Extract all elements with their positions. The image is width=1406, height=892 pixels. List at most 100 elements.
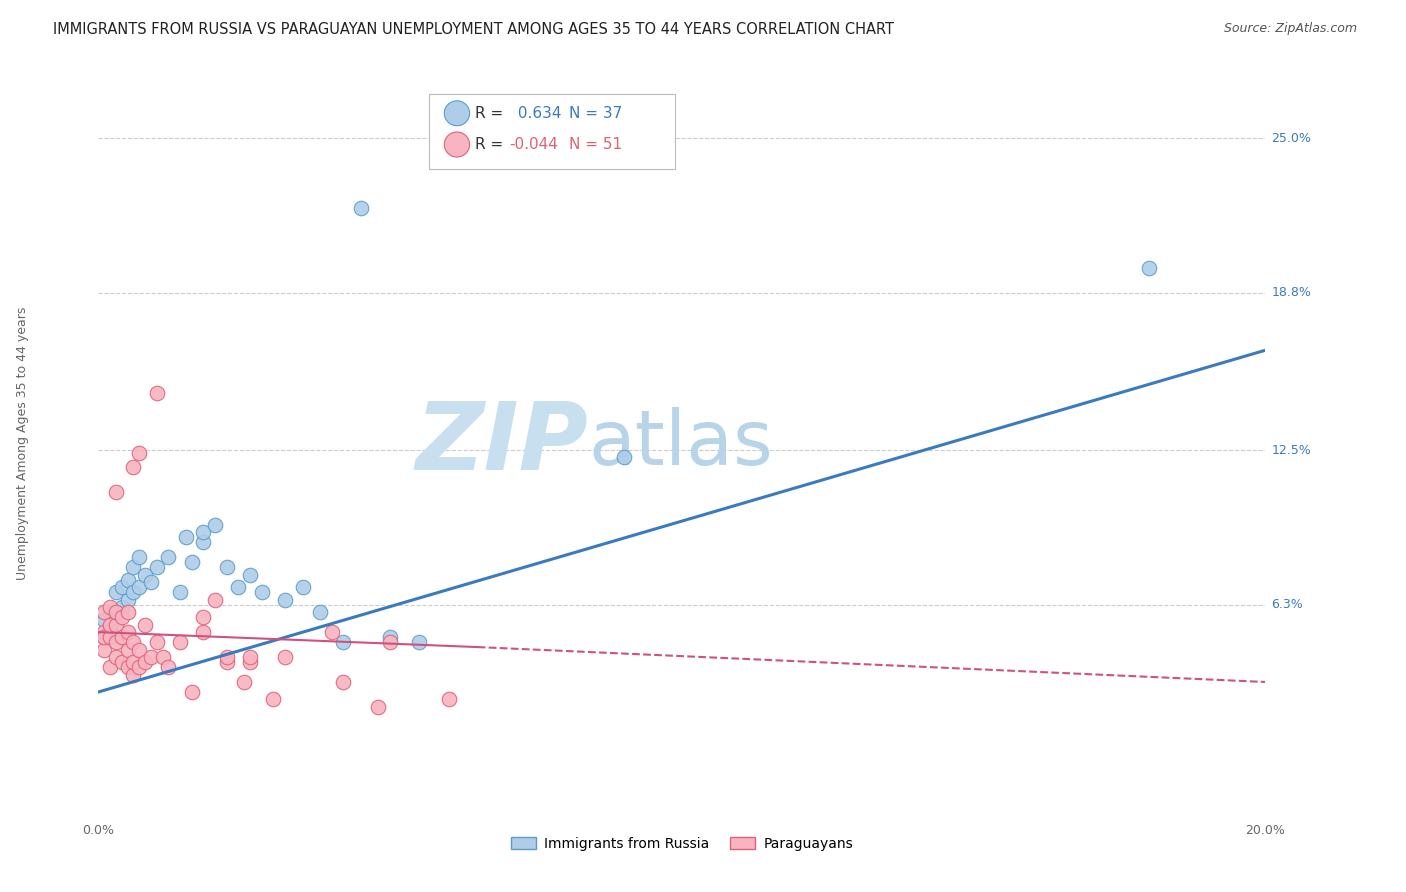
Point (193, 535, 215, 549)
Point (250, 585, 273, 599)
Point (193, 625, 215, 640)
Point (180, 685, 202, 699)
Text: 20.0%: 20.0% (1246, 824, 1285, 838)
Text: Source: ZipAtlas.com: Source: ZipAtlas.com (1223, 22, 1357, 36)
Point (111, 600, 134, 615)
Point (98, 605, 121, 619)
Text: -0.044: -0.044 (509, 137, 558, 152)
Point (98, 617, 121, 632)
Point (157, 550, 180, 565)
Point (274, 592, 297, 607)
Point (93, 613, 115, 627)
Point (134, 617, 156, 632)
Point (612, 450, 634, 465)
Point (169, 585, 191, 599)
Point (193, 525, 215, 540)
Text: N = 51: N = 51 (569, 137, 623, 152)
Point (233, 675, 256, 690)
Point (309, 605, 332, 619)
Text: R =: R = (475, 137, 503, 152)
Point (321, 625, 343, 640)
Text: atlas: atlas (589, 407, 773, 481)
Point (332, 675, 354, 690)
Text: ZIP: ZIP (416, 398, 589, 490)
Point (152, 650, 174, 665)
Point (408, 635, 430, 649)
Point (1137, 260, 1160, 275)
Point (291, 580, 314, 594)
Point (239, 650, 262, 665)
Text: IMMIGRANTS FROM RUSSIA VS PARAGUAYAN UNEMPLOYMENT AMONG AGES 35 TO 44 YEARS CORR: IMMIGRANTS FROM RUSSIA VS PARAGUAYAN UNE… (53, 22, 894, 37)
Point (117, 642, 139, 657)
Point (204, 517, 226, 532)
Point (174, 530, 197, 544)
Point (215, 655, 238, 669)
Text: N = 37: N = 37 (569, 106, 623, 120)
Point (128, 445, 150, 459)
Point (380, 635, 402, 649)
Point (93, 642, 115, 657)
Text: 18.8%: 18.8% (1271, 286, 1312, 300)
Point (134, 655, 156, 669)
Point (350, 201, 373, 215)
Point (98, 630, 121, 644)
Point (98, 623, 121, 637)
Point (380, 630, 402, 644)
Point (146, 385, 169, 400)
Point (117, 605, 139, 619)
Point (332, 635, 354, 649)
Point (215, 650, 238, 665)
Point (228, 580, 250, 594)
Point (104, 605, 127, 619)
Point (215, 560, 238, 574)
Point (239, 655, 262, 669)
Point (111, 655, 134, 669)
Point (93, 605, 115, 619)
Text: 0.634: 0.634 (513, 106, 561, 120)
Point (93, 625, 115, 640)
Point (146, 635, 169, 649)
Point (128, 642, 150, 657)
Point (122, 635, 145, 649)
Point (128, 580, 150, 594)
Point (117, 573, 139, 587)
Text: 25.0%: 25.0% (1271, 132, 1312, 145)
Point (93, 630, 115, 644)
Point (128, 550, 150, 565)
Text: Unemployment Among Ages 35 to 44 years: Unemployment Among Ages 35 to 44 years (15, 307, 30, 581)
Point (239, 567, 262, 582)
Point (204, 592, 226, 607)
Point (104, 650, 127, 665)
Point (274, 650, 297, 665)
Point (262, 692, 284, 706)
Point (367, 700, 389, 714)
Point (104, 605, 127, 619)
Point (122, 560, 145, 574)
Point (104, 635, 127, 649)
Point (146, 560, 169, 574)
Point (111, 630, 134, 644)
Point (139, 575, 162, 590)
Point (193, 610, 215, 624)
Legend: Immigrants from Russia, Paraguayans: Immigrants from Russia, Paraguayans (505, 831, 859, 856)
Text: 12.5%: 12.5% (1271, 443, 1310, 457)
Point (122, 460, 145, 475)
Point (169, 635, 191, 649)
Point (111, 580, 134, 594)
Point (122, 655, 145, 669)
Point (134, 567, 156, 582)
Text: 6.3%: 6.3% (1271, 599, 1303, 611)
Point (111, 610, 134, 624)
Point (98, 660, 121, 674)
Point (157, 660, 180, 674)
Text: R =: R = (475, 106, 503, 120)
Point (139, 650, 162, 665)
Point (93, 630, 115, 644)
Text: 0.0%: 0.0% (83, 824, 114, 838)
Point (128, 660, 150, 674)
Point (104, 485, 127, 500)
Point (117, 625, 139, 640)
Point (122, 585, 145, 599)
Point (437, 692, 460, 706)
Point (180, 555, 202, 569)
